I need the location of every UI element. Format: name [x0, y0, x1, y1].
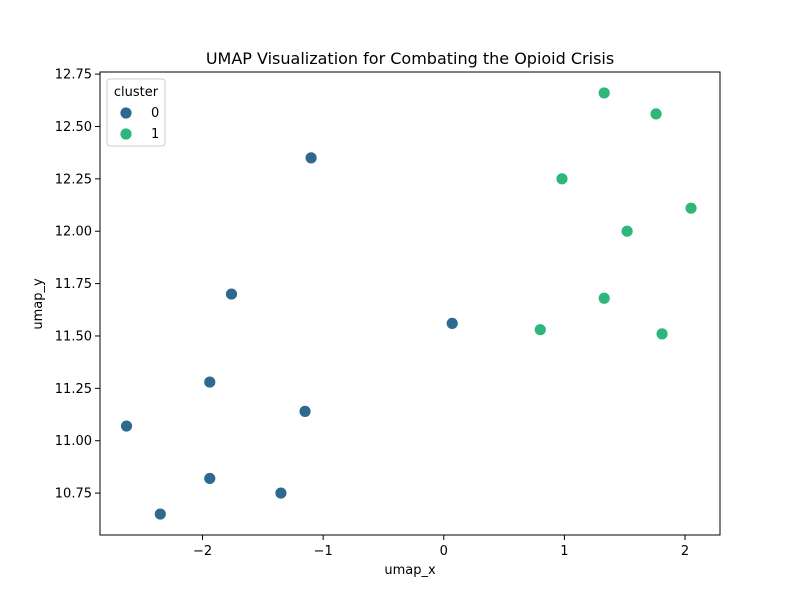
x-tick-label: −1: [314, 544, 333, 559]
x-tick-label: 0: [440, 544, 448, 559]
point-cluster-0: [225, 287, 238, 301]
point-cluster-0: [445, 317, 459, 330]
legend-marker: [119, 106, 133, 120]
point-cluster-1: [555, 172, 569, 186]
x-axis: −2 −1 0 1 2: [193, 535, 689, 559]
x-tick-label: 1: [560, 544, 568, 559]
y-tick-label: 12.50: [55, 120, 92, 135]
legend-title: cluster: [114, 85, 159, 100]
x-tick-label: −2: [193, 544, 212, 559]
point-cluster-0: [203, 472, 217, 485]
legend: cluster 0 1: [106, 78, 166, 147]
plot-frame: [99, 71, 721, 536]
legend-label: 1: [151, 127, 159, 142]
point-cluster-1: [533, 323, 547, 337]
point-cluster-0: [274, 486, 288, 500]
point-cluster-1: [597, 86, 611, 100]
x-axis-label: umap_x: [384, 563, 436, 578]
y-tick-label: 12.25: [55, 172, 92, 187]
chart-title: UMAP Visualization for Combating the Opi…: [206, 49, 614, 68]
y-tick-label: 10.75: [55, 487, 92, 502]
y-axis: 10.75 11.00 11.25 11.50 11.75 12.00 12.25 12.50…: [55, 68, 100, 502]
point-cluster-1: [684, 201, 698, 215]
data-points: [120, 86, 698, 521]
legend-label: 0: [151, 106, 159, 121]
plot-area: [99, 71, 721, 536]
point-cluster-0: [304, 151, 318, 165]
x-tick-label: 2: [681, 544, 689, 559]
point-cluster-0: [120, 419, 133, 433]
y-axis-label: umap_y: [31, 278, 46, 330]
y-tick-label: 11.00: [55, 434, 92, 449]
point-cluster-0: [203, 375, 217, 389]
point-cluster-0: [153, 507, 167, 521]
y-tick-label: 11.50: [55, 329, 92, 344]
legend-marker: [119, 127, 133, 141]
y-tick-label: 11.25: [55, 382, 92, 397]
point-cluster-1: [620, 224, 634, 238]
legend-box: [106, 78, 166, 147]
y-tick-label: 11.75: [55, 277, 92, 292]
y-tick-label: 12.75: [55, 68, 92, 83]
point-cluster-1: [655, 327, 669, 341]
point-cluster-1: [649, 107, 663, 121]
point-cluster-0: [298, 404, 312, 418]
y-tick-label: 12.00: [55, 225, 92, 240]
point-cluster-1: [597, 291, 611, 305]
